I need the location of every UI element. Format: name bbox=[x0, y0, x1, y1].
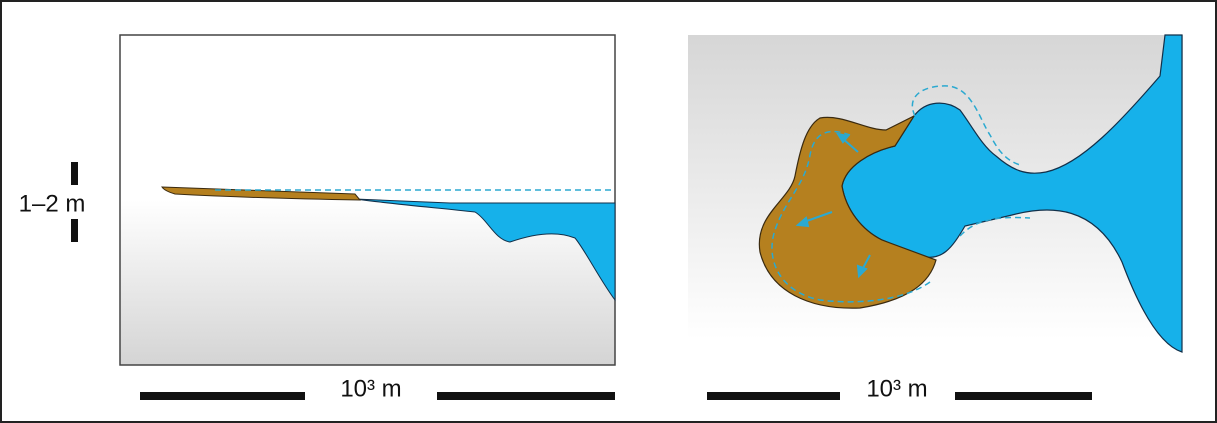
figure: 1–2 m 10³ m 10³ m bbox=[0, 0, 1217, 423]
height-label: 1–2 m bbox=[19, 190, 86, 217]
scale-label: 10³ m bbox=[866, 375, 927, 402]
scale-bar bbox=[955, 392, 1092, 400]
scale-bar bbox=[140, 392, 305, 400]
scale-label: 10³ m bbox=[340, 375, 401, 402]
height-bar bbox=[71, 219, 78, 242]
height-bar bbox=[71, 162, 78, 185]
scale-bar bbox=[437, 392, 615, 400]
scale-bar bbox=[707, 392, 840, 400]
